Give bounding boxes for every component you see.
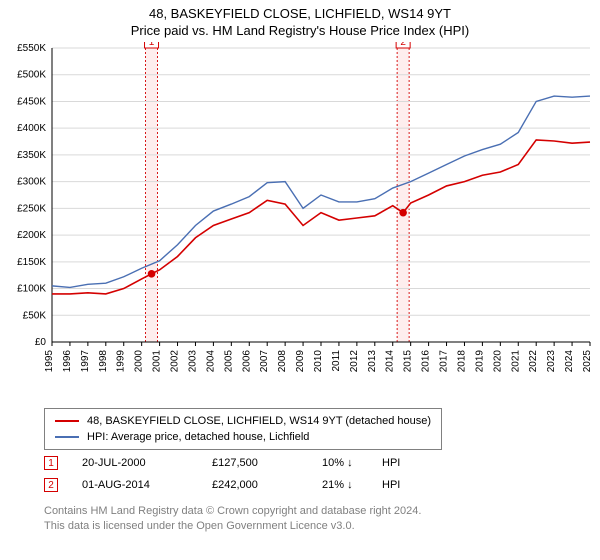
svg-text:2015: 2015 — [403, 350, 414, 373]
marker-pct: 21% ↓ — [322, 479, 382, 491]
svg-text:1997: 1997 — [80, 350, 91, 373]
svg-text:2005: 2005 — [223, 350, 234, 373]
svg-text:£400K: £400K — [17, 123, 46, 134]
svg-text:2003: 2003 — [187, 350, 198, 373]
chart-svg: £0 £50K £100K £150K £200K £250K £300K £350K £400… — [0, 42, 600, 402]
svg-text:2024: 2024 — [564, 350, 575, 373]
marker-badge: 1 — [44, 456, 58, 470]
marker-price: £127,500 — [212, 457, 322, 469]
marker-hpi: HPI — [382, 457, 422, 469]
marker-hpi: HPI — [382, 479, 422, 491]
marker-row: 1 20-JUL-2000£127,50010% ↓HPI — [44, 452, 422, 474]
svg-text:2021: 2021 — [510, 350, 521, 373]
marker-badge: 2 — [44, 478, 58, 492]
svg-text:2: 2 — [400, 42, 406, 48]
svg-text:2004: 2004 — [205, 350, 216, 373]
svg-text:1999: 1999 — [116, 350, 127, 373]
svg-text:2002: 2002 — [170, 350, 181, 373]
legend: 48, BASKEYFIELD CLOSE, LICHFIELD, WS14 9… — [44, 408, 442, 450]
svg-text:£200K: £200K — [17, 230, 46, 241]
svg-text:2020: 2020 — [492, 350, 503, 373]
marker-price: £242,000 — [212, 479, 322, 491]
svg-text:2019: 2019 — [474, 350, 485, 373]
title-subtitle: Price paid vs. HM Land Registry's House … — [0, 23, 600, 38]
legend-row: HPI: Average price, detached house, Lich… — [55, 429, 431, 445]
svg-text:2010: 2010 — [313, 350, 324, 373]
svg-text:1995: 1995 — [44, 350, 55, 373]
marker-date: 01-AUG-2014 — [82, 479, 212, 491]
svg-text:2011: 2011 — [331, 350, 342, 372]
svg-text:£50K: £50K — [23, 310, 47, 321]
svg-text:£250K: £250K — [17, 203, 46, 214]
price-chart: £0 £50K £100K £150K £200K £250K £300K £350K £400… — [0, 42, 600, 402]
svg-text:2017: 2017 — [439, 350, 450, 373]
sale-markers-table: 1 20-JUL-2000£127,50010% ↓HPI 2 01-AUG-2014… — [44, 452, 422, 496]
svg-text:2006: 2006 — [241, 350, 252, 373]
svg-text:2018: 2018 — [456, 350, 467, 373]
svg-text:2016: 2016 — [421, 350, 432, 373]
svg-text:2001: 2001 — [152, 350, 163, 373]
title-address: 48, BASKEYFIELD CLOSE, LICHFIELD, WS14 9… — [0, 6, 600, 21]
svg-text:£550K: £550K — [17, 43, 46, 54]
svg-text:2009: 2009 — [295, 350, 306, 373]
marker-pct: 10% ↓ — [322, 457, 382, 469]
svg-text:2025: 2025 — [582, 350, 593, 373]
svg-text:£450K: £450K — [17, 96, 46, 107]
svg-text:£150K: £150K — [17, 257, 46, 268]
svg-text:2014: 2014 — [385, 350, 396, 373]
legend-label: 48, BASKEYFIELD CLOSE, LICHFIELD, WS14 9… — [87, 415, 431, 427]
svg-text:2007: 2007 — [259, 350, 270, 373]
svg-text:2012: 2012 — [349, 350, 360, 373]
legend-swatch — [55, 436, 79, 438]
legend-swatch — [55, 420, 79, 422]
svg-text:2013: 2013 — [367, 350, 378, 373]
svg-text:1996: 1996 — [62, 350, 73, 373]
svg-text:2000: 2000 — [134, 350, 145, 373]
attribution: Contains HM Land Registry data © Crown c… — [44, 504, 580, 534]
svg-text:£500K: £500K — [17, 70, 46, 81]
legend-label: HPI: Average price, detached house, Lich… — [87, 431, 309, 443]
marker-date: 20-JUL-2000 — [82, 457, 212, 469]
svg-text:2022: 2022 — [528, 350, 539, 373]
svg-text:£0: £0 — [35, 337, 47, 348]
svg-text:1998: 1998 — [98, 350, 109, 373]
svg-text:£300K: £300K — [17, 177, 46, 188]
marker-row: 2 01-AUG-2014£242,00021% ↓HPI — [44, 474, 422, 496]
svg-text:2008: 2008 — [277, 350, 288, 373]
attribution-line2: This data is licensed under the Open Gov… — [44, 519, 580, 534]
legend-row: 48, BASKEYFIELD CLOSE, LICHFIELD, WS14 9… — [55, 413, 431, 429]
attribution-line1: Contains HM Land Registry data © Crown c… — [44, 504, 580, 519]
svg-text:£100K: £100K — [17, 284, 46, 295]
svg-text:2023: 2023 — [546, 350, 557, 373]
svg-text:£350K: £350K — [17, 150, 46, 161]
svg-text:1: 1 — [149, 42, 155, 48]
